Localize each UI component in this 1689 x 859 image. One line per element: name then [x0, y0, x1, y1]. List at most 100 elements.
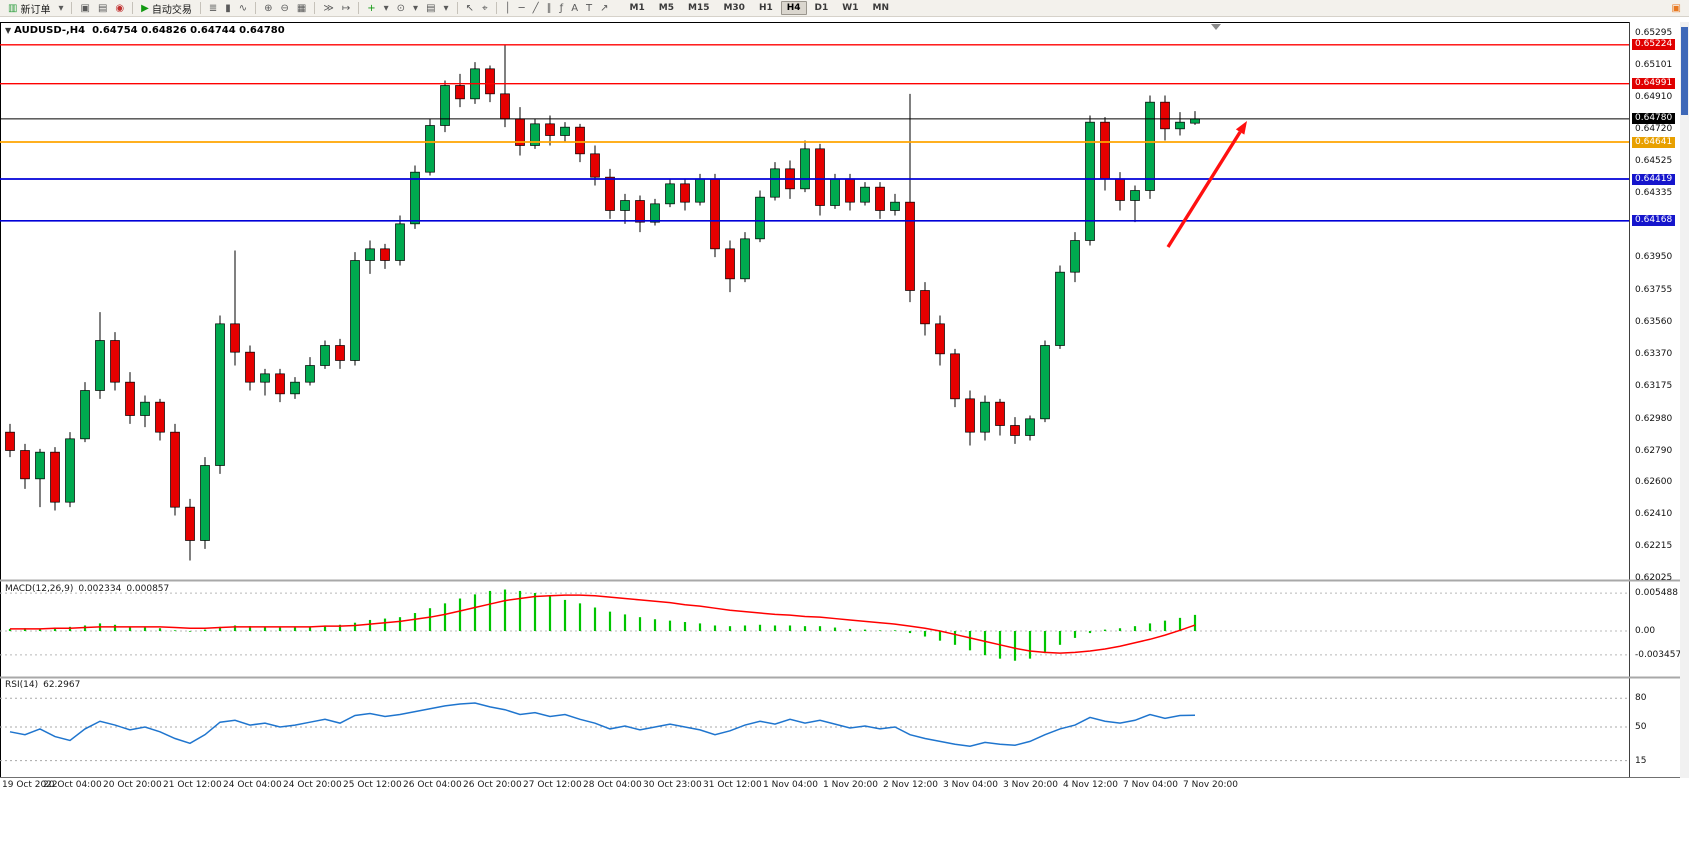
- line-chart-icon: ∿: [238, 2, 248, 14]
- time-label: 3 Nov 20:00: [1003, 780, 1058, 790]
- chart-ohlc-values: 0.64754 0.64826 0.64744 0.64780: [92, 25, 285, 36]
- templates-dropdown-button[interactable]: ▾: [441, 1, 452, 16]
- toolbar-separator: [358, 2, 360, 14]
- chart-shift-marker[interactable]: [1211, 24, 1221, 30]
- timeframe-m5-button[interactable]: M5: [658, 3, 674, 13]
- timeframe-m30-button[interactable]: M30: [723, 3, 745, 13]
- horizontal-line-button[interactable]: ─: [516, 1, 528, 16]
- rsi-scale-label: 50: [1635, 722, 1647, 732]
- periods-dropdown-button[interactable]: ▾: [410, 1, 421, 16]
- time-label: 7 Nov 20:00: [1183, 780, 1238, 790]
- auto-scroll-button[interactable]: ≫: [320, 1, 336, 16]
- timeframe-m15-button[interactable]: M15: [687, 3, 710, 13]
- timeframe-h4-button[interactable]: H4: [780, 1, 807, 15]
- indicators-button[interactable]: +: [364, 1, 378, 16]
- support-tag-1: 0.64419: [1632, 173, 1676, 185]
- price-label: 0.63950: [1635, 252, 1673, 263]
- profiles-icon: ▤: [97, 2, 108, 14]
- rsi-scale-label: 15: [1635, 755, 1647, 766]
- timeframe-h1-button[interactable]: H1: [758, 3, 773, 13]
- indicators-icon: +: [367, 2, 376, 14]
- new-order-dropdown-icon: ▾: [58, 2, 64, 14]
- timeframe-bar: M1 M5 M15 M30 H1 H4 D1 W1 MN: [623, 1, 896, 15]
- candlestick-chart-button[interactable]: ▮: [222, 1, 234, 16]
- arrows-button[interactable]: ↗: [597, 1, 611, 16]
- price-label: 0.64525: [1635, 156, 1673, 167]
- periods-icon: ⊙: [396, 2, 406, 14]
- trend-arrow-line[interactable]: [1166, 131, 1242, 248]
- promo-button[interactable]: ▣: [1669, 1, 1684, 16]
- chart-shift-button[interactable]: ↦: [339, 1, 353, 16]
- price-label: 0.65295: [1635, 28, 1673, 38]
- price-label: 0.64335: [1635, 188, 1673, 198]
- vertical-line-icon: │: [504, 2, 511, 14]
- time-label: 1 Nov 04:00: [763, 780, 818, 790]
- price-label: 0.62215: [1635, 541, 1673, 552]
- timeframe-mn-button[interactable]: MN: [872, 3, 889, 13]
- time-axis[interactable]: 19 Oct 2022 20 Oct 04:00 20 Oct 20:00 21 Oc…: [0, 780, 1689, 794]
- trend-arrow-head: [1235, 121, 1247, 135]
- rsi-name: RSI(14): [5, 680, 39, 690]
- new-order-button[interactable]: ▥ 新订单: [5, 1, 53, 16]
- templates-button[interactable]: ▤: [423, 1, 438, 16]
- price-label: 0.63755: [1635, 284, 1673, 295]
- crosshair-icon: ⌖: [481, 2, 488, 14]
- text-label-button[interactable]: T: [583, 1, 595, 16]
- crosshair-button[interactable]: ⌖: [479, 1, 491, 16]
- horizontal-line-icon: ─: [518, 2, 525, 14]
- time-label: 25 Oct 12:00: [343, 780, 402, 790]
- tile-windows-button[interactable]: ▦: [294, 1, 309, 16]
- timeframe-w1-button[interactable]: W1: [842, 3, 859, 13]
- macd-label: MACD(12,26,9) 0.002334 0.000857: [5, 584, 174, 594]
- price-label: 0.62790: [1635, 445, 1673, 456]
- alerts-button[interactable]: ◉: [112, 1, 127, 16]
- macd-scale-label: 0.005488: [1635, 588, 1678, 599]
- new-order-dropdown-button[interactable]: ▾: [55, 1, 66, 16]
- timeframe-d1-button[interactable]: D1: [814, 3, 829, 13]
- price-scale[interactable]: 0.65295 0.65101 0.64910 0.64720 0.64525 0.643…: [1631, 0, 1681, 859]
- time-label: 19 Oct 2022: [2, 780, 58, 790]
- macd-signal-value: 0.000857: [126, 584, 170, 594]
- scrollbar-thumb[interactable]: [1681, 27, 1688, 115]
- toolbar-separator: [495, 2, 497, 14]
- price-label: 0.62410: [1635, 508, 1673, 519]
- price-label: 0.63175: [1635, 381, 1673, 392]
- trendline-icon: ╱: [532, 2, 539, 14]
- equidistant-channel-button[interactable]: ∥: [544, 1, 555, 16]
- price-label: 0.62600: [1635, 477, 1673, 488]
- line-chart-button[interactable]: ∿: [236, 1, 250, 16]
- periods-button[interactable]: ⊙: [394, 1, 408, 16]
- bar-chart-button[interactable]: ≣: [206, 1, 220, 16]
- equidistant-channel-icon: ∥: [546, 2, 552, 14]
- autotrading-button[interactable]: ▶ 自动交易: [138, 1, 195, 16]
- templates-icon: ▤: [426, 2, 436, 14]
- vertical-line-button[interactable]: │: [502, 1, 514, 16]
- time-label: 27 Oct 12:00: [523, 780, 582, 790]
- horizontal-lines: [0, 44, 1629, 222]
- new-order-label: 新订单: [20, 4, 51, 16]
- timeframe-m1-button[interactable]: M1: [629, 3, 645, 13]
- trendline-button[interactable]: ╱: [530, 1, 542, 16]
- zoom-in-button[interactable]: ⊕: [261, 1, 275, 16]
- current-price-tag: 0.64780: [1632, 113, 1676, 125]
- chart-symbol-period: AUDUSD-,H4: [14, 25, 86, 36]
- macd-indicator: [0, 589, 1629, 661]
- indicators-dropdown-button[interactable]: ▾: [381, 1, 392, 16]
- cursor-button[interactable]: ↖: [463, 1, 477, 16]
- auto-scroll-icon: ≫: [323, 2, 334, 14]
- one-click-trading-toggle[interactable]: ▼: [5, 26, 12, 35]
- zoom-out-button[interactable]: ⊖: [278, 1, 292, 16]
- text-button[interactable]: A: [568, 1, 581, 16]
- price-label: 0.62025: [1635, 573, 1673, 583]
- new-order-icon: ▥: [8, 2, 18, 14]
- chart-window-button[interactable]: ▣: [77, 1, 92, 16]
- profiles-button[interactable]: ▤: [95, 1, 110, 16]
- fibonacci-button[interactable]: ƒ: [557, 1, 567, 16]
- rsi-line: [9, 702, 1196, 747]
- zoom-in-icon: ⊕: [264, 2, 273, 14]
- support-tag-2: 0.64168: [1632, 215, 1676, 227]
- toolbar: ▥ 新订单 ▾ ▣ ▤ ◉ ▶ 自动交易 ≣ ▮ ∿ ⊕ ⊖ ▦ ≫ ↦ + ▾ ⊙ ▾ ▤ ▾ ↖ ⌖ │ ─ ╱ ∥ ƒ A T ↗ M1…: [0, 0, 1689, 17]
- time-label: 2 Nov 12:00: [883, 780, 938, 790]
